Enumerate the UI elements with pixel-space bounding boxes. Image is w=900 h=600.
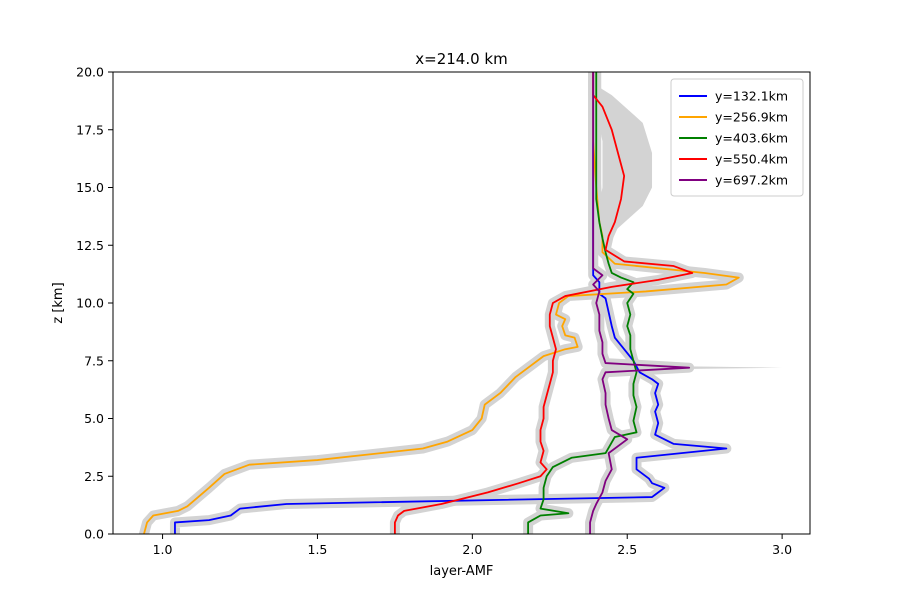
uncertainty-band-2 bbox=[138, 72, 744, 534]
x-axis: 1.0 1.5 2.0 2.5 3.0 bbox=[153, 534, 792, 557]
series-line-5 bbox=[589, 72, 691, 534]
x-axis-label: layer-AMF bbox=[430, 564, 494, 579]
y-axis: 0.0 2.5 5.0 7.5 10.0 12.5 15.0 17.5 20.0 bbox=[76, 65, 113, 542]
series-line-2 bbox=[143, 72, 740, 534]
y-tick-label: 17.5 bbox=[76, 122, 104, 137]
y-tick-label: 2.5 bbox=[84, 469, 104, 484]
x-tick-label: 2.5 bbox=[617, 542, 637, 557]
x-tick-label: 1.5 bbox=[308, 542, 328, 557]
series-line-4 bbox=[393, 72, 694, 534]
legend-entry: y=403.6km bbox=[715, 131, 788, 146]
y-tick-label: 5.0 bbox=[84, 411, 104, 426]
y-tick-label: 7.5 bbox=[84, 353, 104, 368]
legend-entry: y=256.9km bbox=[715, 110, 788, 125]
y-axis-label: z [km] bbox=[51, 282, 66, 323]
legend-entry: y=550.4km bbox=[715, 152, 788, 167]
x-tick-label: 1.0 bbox=[153, 542, 173, 557]
series-line-3 bbox=[527, 72, 638, 534]
legend-entry: y=132.1km bbox=[715, 89, 788, 104]
y-tick-label: 10.0 bbox=[76, 296, 104, 311]
x-tick-label: 3.0 bbox=[772, 542, 792, 557]
legend-box bbox=[670, 78, 804, 197]
chart-title: x=214.0 km bbox=[415, 50, 507, 68]
legend: y=132.1km y=256.9km y=403.6km y=550.4km y=69… bbox=[670, 78, 804, 197]
x-tick-label: 2.0 bbox=[462, 542, 482, 557]
y-tick-label: 20.0 bbox=[76, 65, 104, 80]
series-lines bbox=[143, 72, 740, 534]
y-tick-label: 0.0 bbox=[84, 527, 104, 542]
y-tick-label: 12.5 bbox=[76, 238, 104, 253]
legend-entry: y=697.2km bbox=[715, 173, 788, 188]
y-tick-label: 15.0 bbox=[76, 180, 104, 195]
